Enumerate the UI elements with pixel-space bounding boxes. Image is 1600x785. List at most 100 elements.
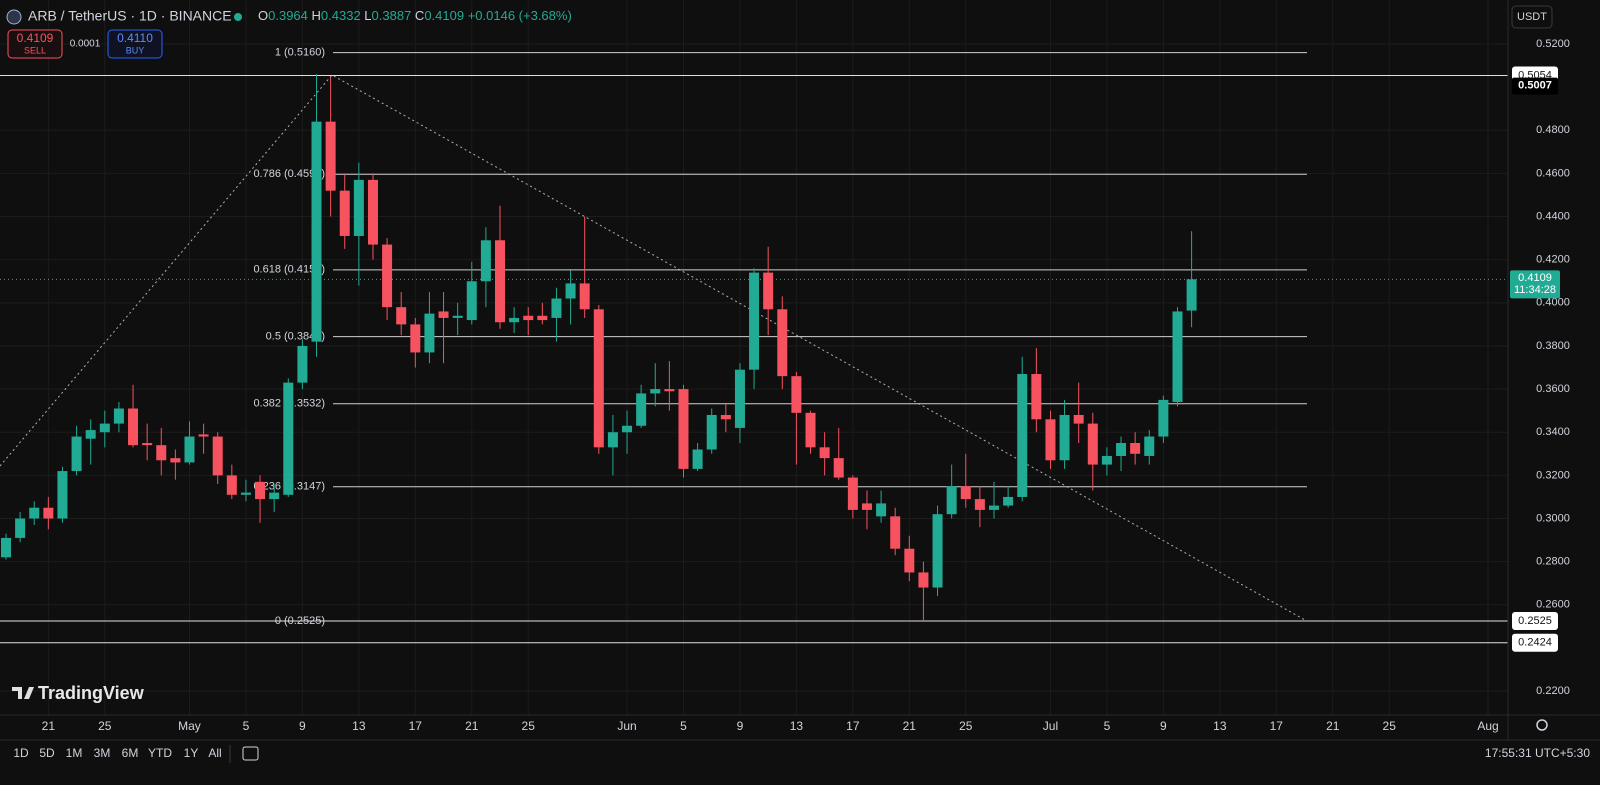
last-price-box <box>1510 270 1560 299</box>
ohlc-letter: C <box>415 8 424 23</box>
candle-body <box>29 507 40 519</box>
ohlc: O0.3964 H0.4332 L0.3887 C0.4109 +0.0146 … <box>258 8 572 23</box>
sell-price: 0.4109 <box>17 31 54 45</box>
timeframe-button[interactable]: 1Y <box>184 746 199 760</box>
candle-body <box>876 503 887 517</box>
ohlc-value: 0.3887 <box>372 8 412 23</box>
candle-body <box>565 283 576 299</box>
candle-body <box>1158 399 1169 437</box>
candle-body <box>861 503 872 510</box>
countdown: 11:34:28 <box>1514 284 1556 296</box>
candle-body <box>367 179 378 245</box>
y-tick-label: 0.3000 <box>1536 512 1570 524</box>
candle-body <box>1059 414 1070 461</box>
candle-body <box>819 447 830 459</box>
fib-label: 0.786 (0.4596) <box>253 168 325 180</box>
timeframe-button[interactable]: 6M <box>122 746 139 760</box>
candle-body <box>551 298 562 318</box>
candle-body <box>339 190 350 236</box>
timeframe-button[interactable]: 3M <box>94 746 111 760</box>
candle-body <box>1101 455 1112 465</box>
candle-body <box>791 376 802 413</box>
y-tick-label: 0.4000 <box>1536 297 1570 309</box>
drawings: 1 (0.5160) 0.786 (0.4596) 0.618 (0.4153) 0.… <box>0 47 1508 644</box>
y-tick-label: 0.4800 <box>1536 124 1570 136</box>
candle-body <box>1087 423 1098 465</box>
x-tick-label: 25 <box>959 719 973 733</box>
symbol-icon <box>6 9 22 25</box>
candle-body <box>325 121 336 191</box>
candle-body <box>396 307 407 325</box>
timeframe-button[interactable]: 1M <box>66 746 83 760</box>
sell-button[interactable] <box>7 29 63 59</box>
candle-body <box>720 414 731 420</box>
candle-body <box>918 572 929 588</box>
candle-body <box>777 309 788 377</box>
candle-body <box>452 315 463 318</box>
candle-body <box>932 514 943 588</box>
clock: 17:55:31 UTC+5:30 <box>1485 746 1590 760</box>
candle-body <box>706 414 717 450</box>
ohlc-value: 0.4332 <box>321 8 361 23</box>
change: +0.0146 (+3.68%) <box>468 8 572 23</box>
candle-body <box>805 412 816 448</box>
buy-button[interactable] <box>107 29 163 59</box>
candle-body <box>1130 443 1141 454</box>
candle-body <box>198 434 209 437</box>
candle-body <box>311 121 322 342</box>
candle-body <box>15 518 26 538</box>
x-tick-label: 21 <box>465 719 479 733</box>
logo: TradingView <box>38 683 145 703</box>
y-tick-label: 0.4600 <box>1536 167 1570 179</box>
x-tick-label: 9 <box>1160 719 1167 733</box>
y-tick-label: 0.4400 <box>1536 210 1570 222</box>
candle-body <box>382 244 393 308</box>
date-range-icon[interactable] <box>242 746 259 761</box>
timeframe-button[interactable]: All <box>208 746 221 760</box>
y-tick-label: 0.3200 <box>1536 469 1570 481</box>
candle-body <box>184 436 195 463</box>
axes: 0.5200 0.4800 0.4600 0.4400 0.4200 0.4000 0.38… <box>42 38 1570 733</box>
x-tick-label: 25 <box>1383 719 1397 733</box>
candle-body <box>622 425 633 433</box>
candle-body <box>113 408 124 424</box>
candle-body <box>495 240 505 323</box>
candle-body <box>692 449 703 469</box>
candle-body <box>128 408 139 446</box>
timeframe-button[interactable]: 5D <box>39 746 55 760</box>
candle-body <box>283 382 294 495</box>
last-price-label: 0.4109 <box>1518 272 1552 284</box>
x-tick-label: 13 <box>1213 719 1227 733</box>
y-tick-label: 0.3600 <box>1536 383 1570 395</box>
currency-button[interactable] <box>1511 5 1553 29</box>
fib-label: 1 (0.5160) <box>275 47 325 59</box>
x-tick-label: 21 <box>1326 719 1340 733</box>
spread: 0.0001 <box>70 39 101 50</box>
price-label-box <box>1512 77 1558 95</box>
price-label: 0.2525 <box>1518 615 1552 627</box>
x-tick-label: 21 <box>903 719 917 733</box>
settings-icon[interactable] <box>1536 719 1548 731</box>
timeframes: 1D 5D 1M 3M 6M YTD 1Y All <box>13 746 221 760</box>
candle-body <box>212 436 223 476</box>
x-tick-label: 17 <box>409 719 423 733</box>
y-tick-label: 0.3400 <box>1536 426 1570 438</box>
fib-label: 0.618 (0.4153) <box>253 264 325 276</box>
sell-label: SELL <box>24 45 46 55</box>
x-tick-label: Aug <box>1477 719 1498 733</box>
x-tick-label: 21 <box>42 719 56 733</box>
candle-body <box>438 311 449 318</box>
ohlc-letter: H <box>312 8 321 23</box>
candle-body <box>1186 279 1197 311</box>
candle-body <box>57 471 68 519</box>
timeframe-button[interactable]: YTD <box>148 746 172 760</box>
symbol[interactable]: ARB / TetherUS · 1D · BINANCE <box>28 8 232 24</box>
timeframe-button[interactable]: 1D <box>13 746 29 760</box>
candle-body <box>71 436 82 472</box>
candle-body <box>678 389 689 469</box>
x-tick-label: 17 <box>846 719 860 733</box>
fib-label: 0.5 (0.3843) <box>266 331 325 343</box>
plot <box>1 74 1197 621</box>
candle-body <box>255 481 266 500</box>
